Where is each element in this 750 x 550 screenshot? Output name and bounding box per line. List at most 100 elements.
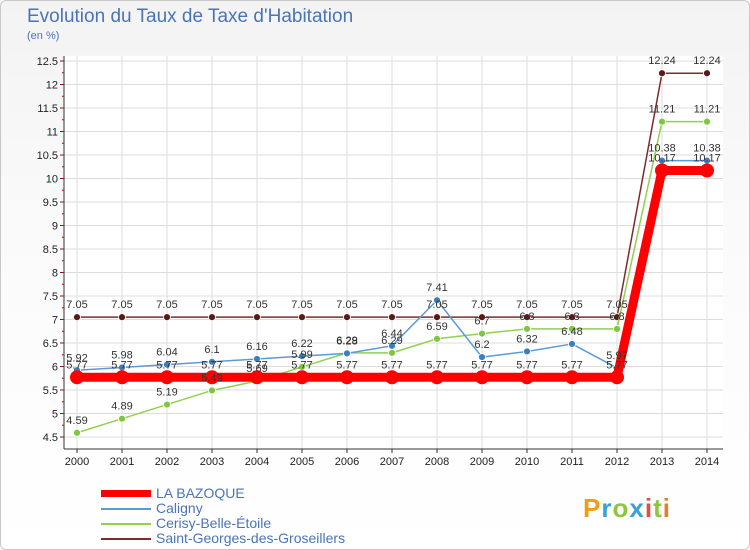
data-label: 6.48 xyxy=(561,326,582,338)
legend-swatch xyxy=(101,523,151,525)
data-label: 6.29 xyxy=(336,335,357,347)
x-tick-label: 2007 xyxy=(380,456,404,468)
data-point xyxy=(475,370,489,385)
y-tick-label: 7.5 xyxy=(43,291,58,303)
data-label: 6.59 xyxy=(426,321,447,333)
data-label: 6.1 xyxy=(204,344,219,356)
data-point xyxy=(478,329,486,338)
data-point xyxy=(700,163,714,178)
data-point xyxy=(208,386,216,395)
y-tick-label: 5.5 xyxy=(43,385,58,397)
data-label: 5.19 xyxy=(156,387,177,399)
y-tick-label: 8 xyxy=(52,268,58,280)
x-tick-label: 2011 xyxy=(560,456,584,468)
chart-title: Evolution du Taux de Taxe d'Habitation xyxy=(27,6,354,27)
data-label: 5.77 xyxy=(471,359,492,371)
legend-label: Caligny xyxy=(156,500,203,516)
data-label: 7.05 xyxy=(561,299,582,311)
data-point xyxy=(208,313,216,322)
data-point xyxy=(163,313,171,322)
data-point xyxy=(253,355,261,363)
proxiti-logo: Proxiti xyxy=(583,493,671,524)
x-tick-label: 2005 xyxy=(290,456,314,468)
logo-letter: x xyxy=(629,493,645,523)
y-tick-label: 11.5 xyxy=(37,103,58,115)
x-tick-label: 2012 xyxy=(605,456,629,468)
legend-swatch xyxy=(101,508,151,510)
data-point xyxy=(658,117,666,126)
data-label: 12.24 xyxy=(648,55,676,67)
data-point xyxy=(568,324,576,333)
data-label: 7.05 xyxy=(516,299,537,311)
data-label: 5.49 xyxy=(201,372,222,384)
data-label: 5.77 xyxy=(291,359,312,371)
logo-letter: i xyxy=(662,493,671,523)
data-label: 5.97 xyxy=(606,350,627,362)
data-label: 7.05 xyxy=(426,299,447,311)
data-label: 7.05 xyxy=(381,299,402,311)
data-point xyxy=(385,370,399,385)
y-tick-label: 6.5 xyxy=(43,338,58,350)
data-label: 5.99 xyxy=(291,349,312,361)
data-label: 6.7 xyxy=(474,316,489,328)
logo-letter: P xyxy=(583,493,602,523)
data-point xyxy=(115,370,129,385)
data-point xyxy=(388,341,396,350)
data-point xyxy=(568,340,576,348)
data-point xyxy=(163,360,171,369)
data-point xyxy=(568,313,576,322)
data-label: 6.44 xyxy=(381,328,402,340)
legend-label: Saint-Georges-des-Groseillers xyxy=(156,530,346,546)
data-point xyxy=(73,313,81,322)
x-tick-label: 2010 xyxy=(515,456,539,468)
logo-letter: i xyxy=(644,493,654,523)
legend-label: Cerisy-Belle-Étoile xyxy=(156,515,272,531)
y-tick-label: 9.5 xyxy=(43,197,58,209)
data-label: 6.8 xyxy=(564,311,579,323)
x-tick-label: 2013 xyxy=(650,456,674,468)
data-label: 5.77 xyxy=(381,359,402,371)
y-tick-label: 7 xyxy=(52,315,58,327)
data-label: 7.05 xyxy=(66,299,87,311)
data-label: 5.77 xyxy=(516,359,537,371)
data-label: 7.05 xyxy=(111,299,132,311)
data-label: 7.05 xyxy=(201,299,222,311)
data-label: 5.77 xyxy=(426,359,447,371)
logo-letter: t xyxy=(653,493,663,523)
data-label: 6.04 xyxy=(156,347,177,359)
data-point xyxy=(430,370,444,385)
data-label: 10.38 xyxy=(648,143,676,155)
x-tick-label: 2009 xyxy=(470,456,494,468)
data-point xyxy=(250,370,264,385)
data-point xyxy=(298,352,306,361)
data-label: 7.05 xyxy=(606,299,627,311)
data-point xyxy=(565,370,579,385)
data-label: 12.24 xyxy=(693,55,721,67)
data-point xyxy=(118,313,126,322)
data-point xyxy=(703,117,711,126)
data-label: 5.77 xyxy=(111,359,132,371)
y-tick-label: 10.5 xyxy=(37,150,58,162)
y-tick-label: 4.5 xyxy=(43,432,58,444)
data-label: 6.8 xyxy=(519,311,534,323)
data-point xyxy=(70,370,84,385)
data-label: 7.05 xyxy=(471,299,492,311)
data-label: 5.77 xyxy=(561,359,582,371)
data-point xyxy=(388,313,396,322)
logo-letter: r xyxy=(601,493,613,523)
data-label: 7.05 xyxy=(156,299,177,311)
data-label: 7.05 xyxy=(246,299,267,311)
x-tick-label: 2004 xyxy=(245,456,269,468)
logo-letter: o xyxy=(612,493,630,523)
data-label: 6.28 xyxy=(336,335,357,347)
y-tick-label: 6 xyxy=(52,362,58,374)
data-label: 7.41 xyxy=(426,282,447,294)
data-point xyxy=(343,313,351,322)
data-point xyxy=(208,357,216,366)
data-point xyxy=(658,69,666,78)
y-tick-label: 9 xyxy=(52,221,58,233)
data-label: 4.59 xyxy=(66,415,87,427)
data-label: 6.32 xyxy=(516,333,537,345)
